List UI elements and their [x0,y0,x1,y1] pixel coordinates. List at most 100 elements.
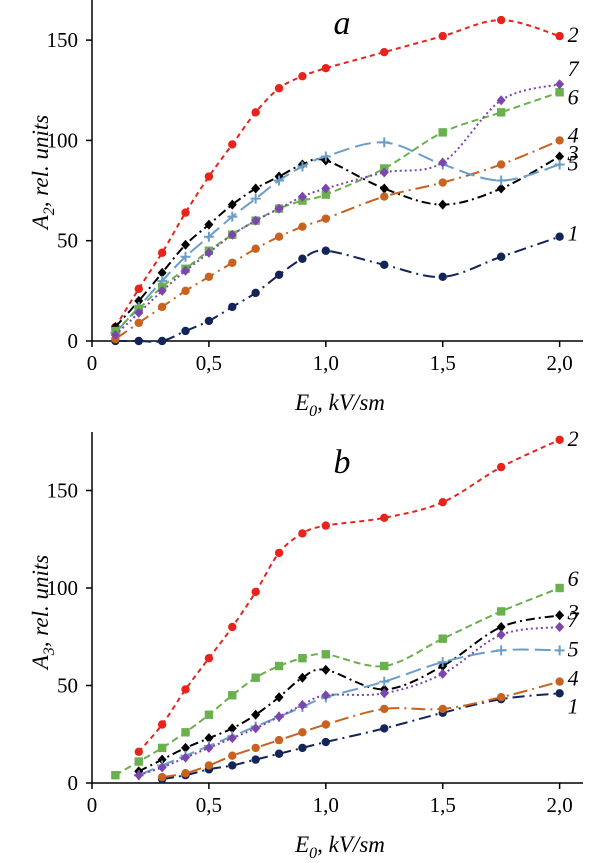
series-5: 5 [133,636,579,781]
data-point [320,151,331,162]
data-point [227,723,237,734]
series-2: 2 [134,426,579,756]
data-point [227,211,238,222]
data-point [438,272,447,282]
data-point [496,693,506,702]
data-point [496,252,506,261]
data-point [321,190,331,199]
data-point [204,172,214,181]
data-point [181,685,190,694]
series-label-7: 7 [568,56,580,81]
data-point [438,704,447,714]
data-point [555,435,564,444]
data-point [555,583,564,593]
data-point [380,724,389,733]
data-point [274,692,284,703]
data-point [251,244,260,253]
data-point [438,31,447,41]
data-point [380,661,389,671]
data-point [321,720,331,729]
data-point [181,239,191,250]
series-4: 4 [111,122,579,344]
x-tick-label: 2,0 [546,351,572,375]
data-point [157,743,167,753]
data-point [555,79,565,90]
data-point [251,743,260,753]
data-point [157,302,167,312]
series-label-3: 3 [567,599,579,624]
data-point [227,733,237,744]
data-point [204,247,214,258]
series-5: 5 [110,137,579,338]
data-point [251,709,261,720]
data-point [496,629,506,640]
data-point [496,108,506,117]
data-point [321,737,331,747]
series-label-6: 6 [568,566,579,591]
series-line-7 [138,626,560,777]
series-label-6: 6 [568,84,579,109]
y-tick-label: 100 [47,128,79,152]
data-point [157,772,167,782]
data-point [204,742,214,753]
data-point [204,733,214,744]
x-tick-label: 1,0 [313,793,339,817]
data-point [554,159,565,170]
data-point [380,513,389,522]
data-point [298,654,307,663]
series-label-5: 5 [568,150,579,175]
series-6: 6 [111,566,579,780]
data-point [274,661,284,671]
data-point [157,754,167,765]
data-point [555,151,565,162]
data-point [157,720,167,729]
data-point [134,336,143,346]
data-point [496,622,506,632]
data-point [110,329,120,340]
data-point [321,183,331,194]
series-line-2 [114,19,560,328]
data-point [298,529,307,538]
chart-panel-b: 0 0,5 1,0 1,5 2,0 0 50 100 150 b A3, rel. units E0,… [28,426,583,862]
data-point [204,710,214,719]
data-point [321,690,331,701]
data-point [298,254,307,263]
data-point [274,548,284,558]
data-point [555,88,564,97]
data-point [204,654,214,663]
data-point [228,691,237,700]
data-point [204,219,214,230]
series-line-7 [114,83,560,336]
series-7: 7 [134,607,580,781]
data-point [496,160,506,169]
x-tick-label: 0 [87,793,98,817]
data-point [297,672,307,683]
x-tick-label: 1,5 [430,793,456,817]
y-axis-label: A3, rel. units [28,555,58,672]
series-line-5 [138,648,560,777]
series-label-2: 2 [568,426,579,451]
data-point [203,231,214,242]
series-1: 1 [157,689,579,784]
y-axis-label: A2, rel. units [28,115,58,232]
y-tick-label: 0 [68,771,79,795]
series-line-5 [114,141,560,334]
data-point [555,677,564,686]
panel-label: a [334,5,351,42]
data-point [157,762,167,773]
x-axis-label: E0, kV/sm [294,390,385,420]
data-point [204,272,214,282]
x-tick-label: 1,5 [430,351,456,375]
data-point [496,645,507,656]
y-tick-label: 50 [57,674,78,698]
data-point [274,175,285,186]
data-point [227,199,237,210]
data-point [555,136,564,145]
data-point [297,161,308,172]
series-label-1: 1 [568,221,579,246]
data-point [181,769,190,778]
series-label-4: 4 [568,666,579,691]
series-2: 2 [111,15,579,332]
x-tick-label: 0,5 [196,351,222,375]
